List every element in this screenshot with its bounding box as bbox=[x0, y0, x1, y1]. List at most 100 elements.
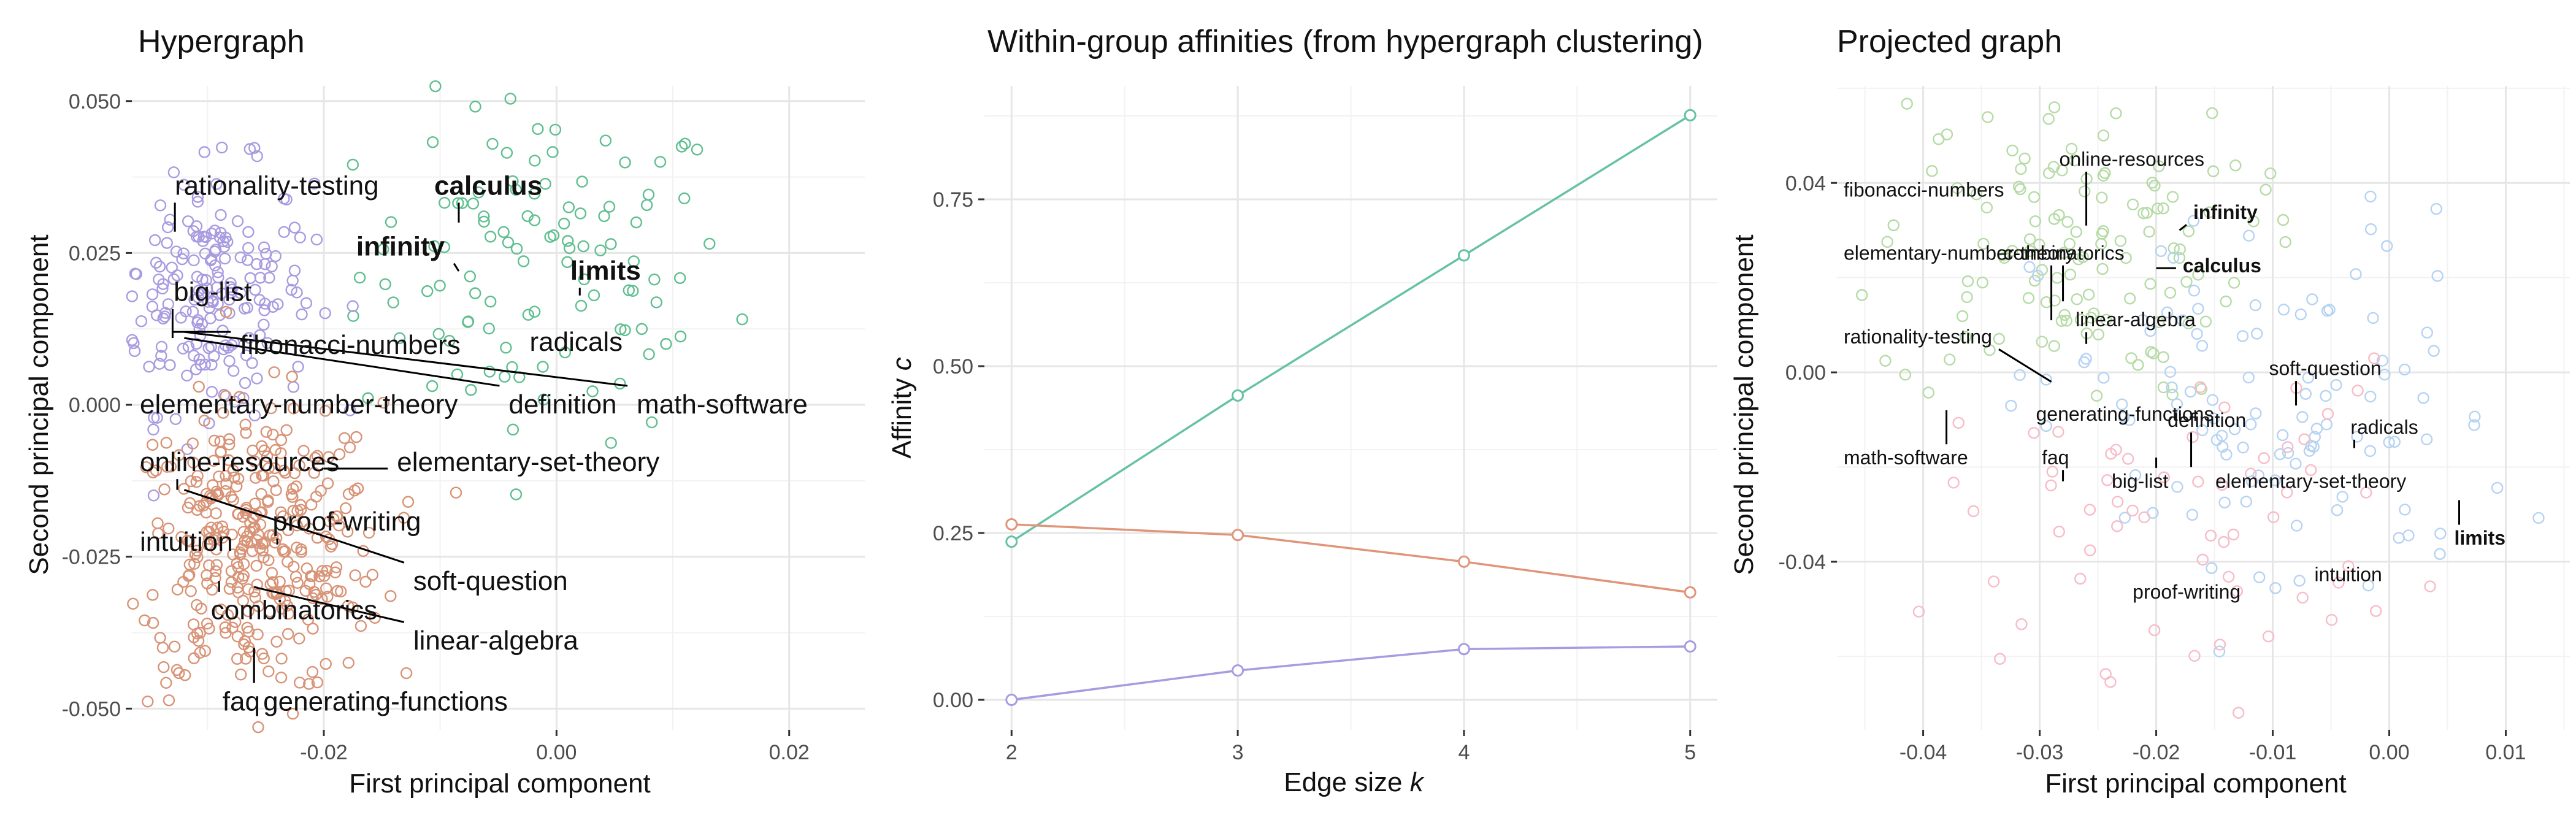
affinity-ylabel: Affinity c bbox=[887, 357, 917, 458]
data-point bbox=[217, 526, 230, 538]
data-point bbox=[2204, 529, 2217, 542]
data-point bbox=[253, 294, 266, 306]
data-point bbox=[196, 274, 209, 286]
data-point bbox=[504, 93, 516, 105]
data-point bbox=[286, 707, 299, 720]
data-point bbox=[484, 231, 497, 243]
data-point bbox=[320, 531, 332, 543]
node-label: generating-functions bbox=[263, 686, 508, 716]
data-point bbox=[333, 448, 346, 461]
data-point bbox=[1922, 386, 1935, 399]
label-text: definition bbox=[2168, 409, 2246, 431]
data-point bbox=[2148, 624, 2161, 637]
data-point bbox=[189, 548, 201, 561]
data-point bbox=[218, 388, 231, 401]
series-point bbox=[1232, 529, 1244, 542]
data-point bbox=[160, 677, 172, 689]
data-point bbox=[2469, 410, 2481, 423]
data-point bbox=[1926, 165, 1938, 177]
data-point bbox=[1980, 201, 1993, 214]
data-point bbox=[321, 477, 334, 489]
data-point bbox=[2383, 436, 2395, 448]
data-point bbox=[286, 274, 299, 287]
data-point bbox=[2042, 167, 2055, 180]
node-label: rationality-testing bbox=[1844, 326, 1992, 348]
projected-title: Projected graph bbox=[1837, 24, 2062, 59]
data-point bbox=[2218, 535, 2230, 548]
data-point bbox=[2157, 202, 2169, 215]
data-point bbox=[1856, 289, 1868, 301]
data-point bbox=[180, 305, 192, 318]
data-point bbox=[450, 486, 462, 499]
data-point bbox=[332, 519, 345, 532]
data-point bbox=[288, 561, 300, 573]
data-point bbox=[2074, 313, 2087, 326]
data-point bbox=[188, 652, 200, 664]
data-point bbox=[2260, 183, 2272, 196]
data-point bbox=[220, 390, 232, 402]
data-point bbox=[2380, 240, 2393, 252]
data-point bbox=[234, 669, 247, 681]
data-point bbox=[278, 594, 291, 607]
leader-line bbox=[2179, 224, 2187, 231]
data-point bbox=[2298, 433, 2310, 445]
data-point bbox=[308, 177, 321, 190]
data-point bbox=[288, 467, 301, 480]
data-point bbox=[182, 570, 195, 582]
data-point bbox=[167, 273, 180, 285]
data-point bbox=[2029, 215, 2042, 228]
data-point bbox=[330, 561, 343, 573]
data-point bbox=[2138, 511, 2150, 524]
node-label: calculus bbox=[434, 171, 542, 201]
data-point bbox=[216, 520, 229, 532]
data-point bbox=[691, 144, 703, 156]
data-point bbox=[2114, 235, 2127, 247]
data-point bbox=[214, 446, 227, 459]
data-point bbox=[2186, 508, 2199, 521]
label-text: infinity bbox=[356, 231, 445, 261]
data-point bbox=[335, 585, 347, 598]
data-point bbox=[561, 256, 573, 269]
data-point bbox=[186, 437, 199, 450]
label-text: radicals bbox=[530, 327, 623, 357]
data-point bbox=[160, 437, 172, 449]
data-point bbox=[2182, 317, 2195, 330]
x-tick-label: -0.01 bbox=[2249, 741, 2297, 764]
data-point bbox=[347, 310, 359, 322]
affinity-grid bbox=[984, 86, 1717, 730]
data-point bbox=[2491, 481, 2504, 494]
affinity-xlabel-text: Edge size bbox=[1284, 767, 1409, 797]
data-point bbox=[217, 324, 229, 337]
data-point bbox=[248, 455, 261, 467]
data-point bbox=[2364, 223, 2377, 236]
data-point bbox=[588, 289, 600, 302]
data-point bbox=[469, 287, 481, 299]
data-point bbox=[338, 432, 351, 444]
data-point bbox=[2370, 605, 2382, 617]
data-point bbox=[225, 491, 237, 503]
data-point bbox=[2228, 423, 2241, 435]
data-point bbox=[2282, 441, 2294, 453]
data-point bbox=[251, 372, 263, 385]
data-point bbox=[558, 217, 570, 230]
node-label: online-resources bbox=[2059, 148, 2204, 170]
data-point bbox=[156, 642, 169, 654]
data-point bbox=[240, 349, 253, 362]
data-point bbox=[562, 235, 574, 247]
data-point bbox=[517, 255, 530, 267]
data-point bbox=[231, 480, 243, 493]
data-point bbox=[2362, 579, 2375, 592]
data-point bbox=[2155, 245, 2168, 258]
data-point bbox=[302, 613, 315, 626]
node-label: infinity bbox=[356, 231, 445, 261]
node-label: combinatorics bbox=[211, 596, 377, 626]
data-point bbox=[2336, 491, 2348, 503]
node-label: soft-question bbox=[413, 566, 568, 596]
data-point bbox=[2152, 316, 2165, 328]
node-label: big-list bbox=[174, 277, 251, 307]
data-point bbox=[250, 559, 263, 572]
data-point bbox=[267, 428, 279, 441]
data-point bbox=[351, 482, 364, 495]
data-point bbox=[2164, 366, 2177, 378]
data-point bbox=[210, 282, 223, 294]
